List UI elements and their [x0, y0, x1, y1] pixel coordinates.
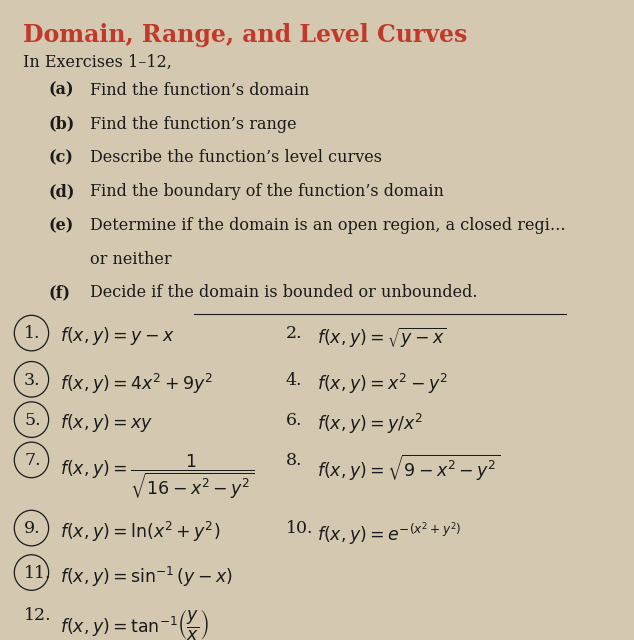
Text: $f(x, y) = xy$: $f(x, y) = xy$ — [60, 412, 153, 434]
Text: Find the boundary of the function’s domain: Find the boundary of the function’s doma… — [91, 183, 444, 200]
Text: (b): (b) — [49, 116, 75, 132]
Text: $f(x, y) = \ln(x^2 + y^2)$: $f(x, y) = \ln(x^2 + y^2)$ — [60, 520, 221, 545]
Text: Describe the function’s level curves: Describe the function’s level curves — [91, 149, 382, 166]
Text: Determine if the domain is an open region, a closed regi…: Determine if the domain is an open regio… — [91, 217, 566, 234]
Text: $f(x, y) = x^2 - y^2$: $f(x, y) = x^2 - y^2$ — [318, 372, 448, 396]
Text: 8.: 8. — [286, 452, 302, 469]
Text: 4.: 4. — [286, 372, 302, 388]
Text: 5.: 5. — [24, 412, 41, 429]
Text: (c): (c) — [49, 149, 74, 166]
Text: Find the function’s domain: Find the function’s domain — [91, 82, 310, 99]
Text: 12.: 12. — [24, 607, 51, 625]
Text: $f(x, y) = \sin^{-1}(y - x)$: $f(x, y) = \sin^{-1}(y - x)$ — [60, 565, 233, 589]
Text: or neither: or neither — [91, 251, 172, 268]
Text: (f): (f) — [49, 285, 70, 301]
Text: 1.: 1. — [24, 325, 41, 342]
Text: 11.: 11. — [24, 565, 51, 582]
Text: (e): (e) — [49, 217, 74, 234]
Text: (d): (d) — [49, 183, 75, 200]
Text: In Exercises 1–12,: In Exercises 1–12, — [23, 53, 172, 70]
Text: $f(x, y) = \tan^{-1}\!\left(\dfrac{y}{x}\right)$: $f(x, y) = \tan^{-1}\!\left(\dfrac{y}{x}… — [60, 607, 209, 640]
Text: $f(x, y) = y - x$: $f(x, y) = y - x$ — [60, 325, 174, 348]
Text: 9.: 9. — [24, 520, 41, 538]
Text: 10.: 10. — [286, 520, 313, 538]
Text: Decide if the domain is bounded or unbounded.: Decide if the domain is bounded or unbou… — [91, 285, 478, 301]
Text: $f(x, y) = e^{-(x^2+y^2)}$: $f(x, y) = e^{-(x^2+y^2)}$ — [318, 520, 462, 548]
Text: 2.: 2. — [286, 325, 302, 342]
Text: $f(x, y) = 4x^2 + 9y^2$: $f(x, y) = 4x^2 + 9y^2$ — [60, 372, 213, 396]
Text: Domain, Range, and Level Curves: Domain, Range, and Level Curves — [23, 22, 467, 47]
Text: 3.: 3. — [24, 372, 41, 388]
Text: Find the function’s range: Find the function’s range — [91, 116, 297, 132]
Text: $f(x, y) = \sqrt{y - x}$: $f(x, y) = \sqrt{y - x}$ — [318, 325, 447, 349]
Text: 6.: 6. — [286, 412, 302, 429]
Text: 7.: 7. — [24, 452, 41, 469]
Text: $f(x, y) = \dfrac{1}{\sqrt{16 - x^2 - y^2}}$: $f(x, y) = \dfrac{1}{\sqrt{16 - x^2 - y^… — [60, 452, 254, 501]
Text: $f(x, y) = \sqrt{9 - x^2 - y^2}$: $f(x, y) = \sqrt{9 - x^2 - y^2}$ — [318, 452, 501, 483]
Text: $f(x, y) = y/x^2$: $f(x, y) = y/x^2$ — [318, 412, 424, 436]
Text: (a): (a) — [49, 82, 74, 99]
